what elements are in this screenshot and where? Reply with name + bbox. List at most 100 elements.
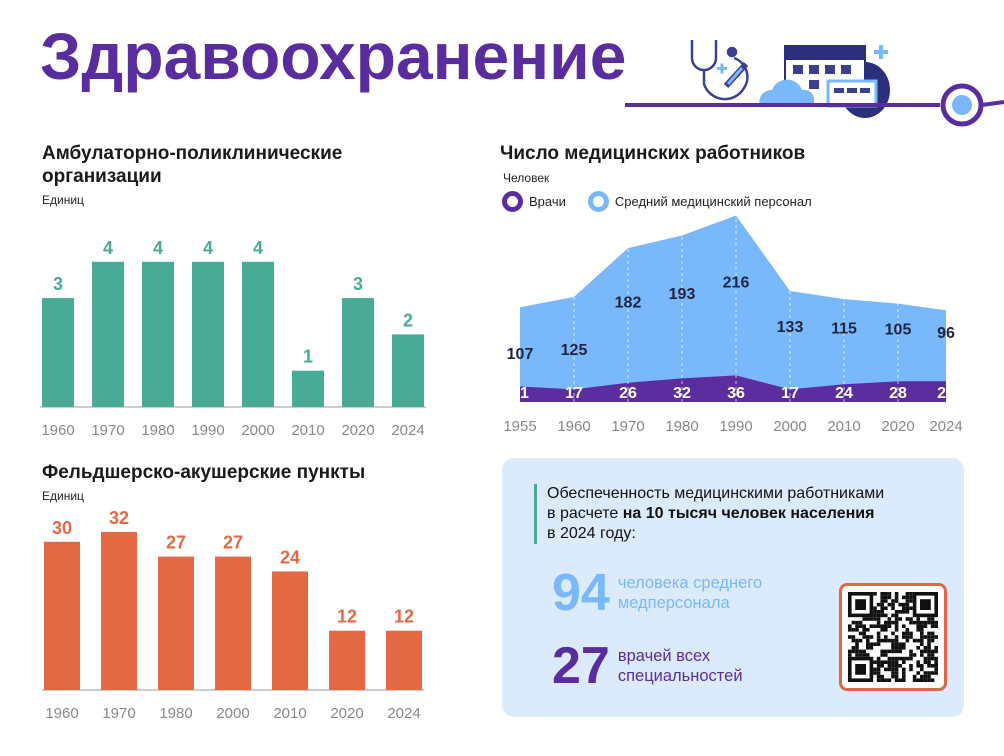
qr-module (884, 628, 888, 632)
qr-module (934, 646, 938, 650)
qr-module (920, 674, 924, 679)
qr-module (916, 617, 920, 621)
qr-module (912, 678, 917, 682)
qr-module (862, 624, 866, 628)
qr-module (891, 646, 895, 650)
stat-label: специальностей (617, 667, 743, 685)
qr-module (923, 660, 928, 664)
x-tick-label: 2000 (216, 705, 249, 722)
qr-module (902, 610, 906, 614)
qr-module (880, 599, 884, 603)
panel-line: в расчете (547, 505, 623, 522)
bar (101, 531, 137, 690)
staffing-panel: Обеспеченность медицинскими работниками … (502, 458, 964, 717)
qr-module (866, 628, 870, 632)
qr-module (894, 592, 899, 596)
x-tick-label: 2010 (273, 705, 306, 722)
qr-module (873, 671, 877, 675)
qr-module (927, 649, 931, 654)
qr-module (902, 660, 906, 664)
legend-swatch-doctors (502, 191, 523, 212)
page-title: Здравоохранение (40, 19, 627, 93)
qr-module (923, 671, 928, 675)
qr-module (902, 671, 906, 675)
qr-finder (912, 591, 938, 618)
qr-module (927, 617, 931, 621)
nurses-value-label: 107 (507, 346, 534, 363)
bar (215, 556, 251, 690)
qr-module (858, 649, 863, 654)
qr-code[interactable] (839, 583, 947, 691)
qr-module (898, 678, 902, 682)
chart1-bar-chart: 3 1960 4 1970 4 1980 4 1990 4 2000 1 2010 3 2020 2 2024 (40, 238, 426, 439)
qr-module (887, 664, 892, 668)
qr-module (858, 620, 863, 625)
qr-module (862, 653, 866, 657)
qr-module (891, 613, 895, 618)
qr-module (862, 649, 866, 654)
x-tick-label: 1960 (557, 418, 590, 435)
qr-module (894, 674, 899, 679)
qr-module (869, 642, 874, 646)
qr-module (898, 602, 902, 607)
qr-module (851, 638, 856, 643)
qr-module (884, 595, 888, 600)
bar-value-label: 30 (52, 518, 72, 538)
qr-module (862, 631, 866, 636)
qr-module (876, 678, 881, 682)
qr-module (930, 664, 935, 668)
qr-module (851, 620, 856, 625)
qr-module (920, 667, 924, 672)
qr-module (898, 664, 902, 668)
qr-module (855, 649, 859, 654)
qr-module (898, 656, 902, 661)
qr-finder (855, 664, 866, 675)
qr-module (880, 638, 884, 643)
qr-module (884, 653, 888, 657)
qr-module (920, 642, 924, 646)
qr-module (894, 660, 899, 664)
x-tick-label: 2024 (387, 705, 420, 722)
qr-module (887, 592, 892, 596)
qr-module (934, 664, 938, 668)
x-tick-label: 2020 (330, 705, 363, 722)
qr-code-pattern (847, 591, 938, 682)
bar (392, 334, 424, 407)
nurses-value-label: 216 (723, 274, 750, 291)
qr-module (898, 617, 902, 621)
bar (342, 298, 374, 407)
qr-module (930, 656, 935, 661)
qr-module (905, 595, 910, 600)
qr-module (934, 656, 938, 661)
qr-module (927, 635, 931, 639)
qr-module (880, 595, 884, 600)
qr-module (891, 667, 895, 672)
qr-module (927, 620, 931, 625)
qr-module (894, 610, 899, 614)
qr-module (902, 678, 906, 682)
qr-module (909, 606, 913, 610)
qr-finder (847, 591, 874, 618)
cloud-icon (759, 79, 815, 106)
qr-module (891, 660, 895, 664)
bar (92, 261, 124, 407)
qr-module (891, 638, 895, 643)
qr-module (920, 653, 924, 657)
qr-module (880, 602, 884, 607)
qr-module (902, 667, 906, 672)
qr-module (887, 660, 892, 664)
qr-module (880, 653, 884, 657)
qr-module (923, 656, 928, 661)
qr-module (930, 635, 935, 639)
qr-module (876, 660, 881, 664)
x-tick-label: 1955 (503, 418, 536, 435)
nurses-value-label: 105 (885, 321, 912, 338)
header-illustration (625, 40, 1004, 127)
chart1-unit: Единиц (42, 193, 84, 207)
qr-module (855, 653, 859, 657)
panel-line-bold: на 10 тысяч человек населения (622, 505, 875, 522)
qr-module (862, 617, 866, 621)
qr-module (905, 602, 910, 607)
qr-module (934, 649, 938, 654)
qr-module (891, 664, 895, 668)
